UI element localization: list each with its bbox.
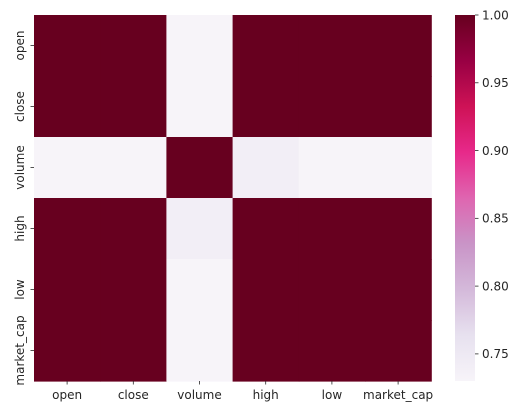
y-tick-label: high <box>13 215 27 241</box>
heatmap-cell-close-market_cap <box>365 76 432 138</box>
heatmap-cell-open-high <box>232 15 300 77</box>
heatmap-cell-low-open <box>34 259 101 321</box>
x-axis: open close volume high low market_cap <box>52 381 433 402</box>
heatmap-cell-high-low <box>298 198 366 260</box>
colorbar-tick-label: 1.00 <box>482 8 509 22</box>
heatmap-cell-volume-close <box>100 137 167 199</box>
x-tick-label: high <box>253 388 279 402</box>
heatmap-cell-high-market_cap <box>365 198 432 260</box>
colorbar-tick-label: 0.75 <box>482 347 509 361</box>
colorbar-tick-label: 0.95 <box>482 76 509 90</box>
heatmap-cell-market_cap-high <box>232 320 300 382</box>
heatmap-cell-open-open <box>34 15 101 77</box>
heatmap-cell-low-close <box>100 259 167 321</box>
x-tick-label: open <box>52 388 82 402</box>
colorbar-tick-label: 0.85 <box>482 212 509 226</box>
y-tick-label: market_cap <box>13 315 27 385</box>
heatmap-cell-open-close <box>100 15 167 77</box>
heatmap-cell-close-low <box>298 76 366 138</box>
heatmap-cell-market_cap-low <box>298 320 366 382</box>
heatmap-cell-close-volume <box>166 76 234 138</box>
heatmap-cell-open-low <box>298 15 366 77</box>
heatmap-cell-volume-low <box>298 137 366 199</box>
heatmap-cell-high-close <box>100 198 167 260</box>
colorbar-tick-label: 0.90 <box>482 144 509 158</box>
heatmap-cell-low-volume <box>166 259 234 321</box>
x-tick-label: market_cap <box>363 388 433 402</box>
heatmap-cell-volume-market_cap <box>365 137 432 199</box>
heatmap-cell-market_cap-volume <box>166 320 234 382</box>
y-axis: open close volume high low market_cap <box>13 31 34 386</box>
x-tick-label: volume <box>177 388 221 402</box>
colorbar-ticks: 1.00 0.95 0.90 0.85 0.80 0.75 <box>475 8 509 361</box>
colorbar <box>455 15 475 381</box>
x-tick-label: close <box>118 388 149 402</box>
heatmap-cell-open-volume <box>166 15 234 77</box>
heatmap-cell-open-market_cap <box>365 15 432 77</box>
heatmap-cell-high-high <box>232 198 300 260</box>
x-tick-label: low <box>322 388 343 402</box>
heatmap-cell-low-low <box>298 259 366 321</box>
heatmap-cell-market_cap-market_cap <box>365 320 432 382</box>
heatmap-cell-low-market_cap <box>365 259 432 321</box>
heatmap-cell-close-close <box>100 76 167 138</box>
heatmap-cell-volume-high <box>232 137 300 199</box>
heatmap-cell-market_cap-open <box>34 320 101 382</box>
y-tick-label: close <box>13 91 27 122</box>
heatmap-cell-low-high <box>232 259 300 321</box>
y-tick-label: volume <box>13 145 27 189</box>
heatmap-cell-market_cap-close <box>100 320 167 382</box>
colorbar-tick-label: 0.80 <box>482 279 509 293</box>
heatmap-cell-close-open <box>34 76 101 138</box>
heatmap-cell-high-open <box>34 198 101 260</box>
heatmap-cell-close-high <box>232 76 300 138</box>
heatmap-cells <box>34 15 432 382</box>
heatmap-cell-volume-volume <box>166 137 234 199</box>
y-tick-label: low <box>13 279 27 300</box>
y-tick-label: open <box>13 31 27 61</box>
heatmap-cell-volume-open <box>34 137 101 199</box>
heatmap-cell-high-volume <box>166 198 234 260</box>
